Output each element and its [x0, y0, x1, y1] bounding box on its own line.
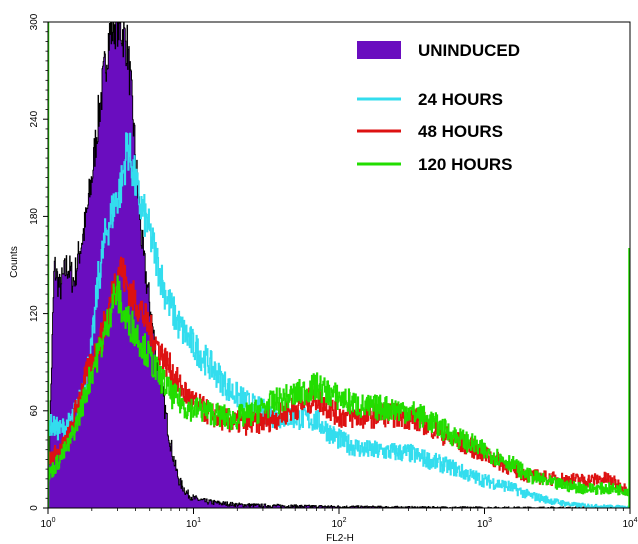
y-tick-label: 60	[29, 405, 40, 417]
x-tick-label: 103	[477, 517, 492, 530]
legend-swatch-uninduced	[357, 41, 401, 59]
x-tick-label: 102	[331, 517, 346, 530]
series-48-hours-line	[48, 256, 630, 497]
series-layer	[48, 22, 630, 508]
x-axis-title: FL2-H	[326, 533, 354, 544]
y-tick-label: 240	[29, 110, 40, 127]
y-tick-label: 0	[29, 505, 40, 511]
legend-label-48-hours: 48 HOURS	[418, 122, 503, 141]
y-tick-label: 180	[29, 208, 40, 225]
y-tick-label: 300	[29, 13, 40, 30]
x-tick-label: 101	[186, 517, 201, 530]
legend: UNINDUCED 24 HOURS 48 HOURS 120 HOURS	[357, 41, 520, 174]
legend-label-24-hours: 24 HOURS	[418, 90, 503, 109]
legend-label-120-hours: 120 HOURS	[418, 155, 512, 174]
series-24-hours-line	[48, 132, 630, 508]
y-axis-title: Counts	[9, 246, 20, 278]
legend-label-uninduced: UNINDUCED	[418, 41, 520, 60]
series-120-hours-line	[48, 275, 630, 497]
y-tick-label: 120	[29, 305, 40, 322]
x-tick-label: 100	[40, 517, 55, 530]
x-tick-label: 104	[622, 517, 637, 530]
axes-layer: 0 60 120 180 240 300 100 101 102 103 104	[29, 13, 638, 530]
